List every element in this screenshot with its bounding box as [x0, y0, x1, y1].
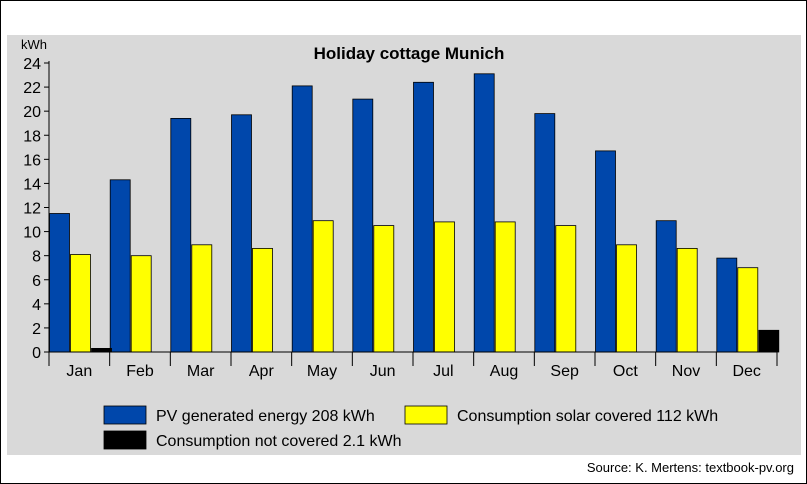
bar-chart: Holiday cottage Munich kWh 0246810121416… [7, 35, 801, 455]
y-tick-label: 6 [32, 273, 41, 290]
chart-title: Holiday cottage Munich [314, 44, 505, 63]
y-tick-label: 18 [23, 128, 41, 145]
bar-dec-series-2 [737, 267, 759, 353]
bar-feb-series-1 [109, 179, 131, 353]
y-tick-label: 22 [23, 80, 41, 97]
bar-jan-series-1 [49, 213, 70, 353]
y-tick-label: 8 [32, 249, 41, 266]
bar-mar-series-1 [170, 118, 192, 353]
y-tick-label: 10 [23, 225, 41, 242]
bars-group [49, 73, 780, 353]
legend-swatch-series-3 [103, 430, 147, 450]
legend-swatch-series-1 [103, 405, 147, 425]
y-tick-label: 4 [32, 297, 41, 314]
x-tick-label: May [307, 363, 337, 380]
bar-aug-series-2 [494, 221, 516, 353]
bar-mar-series-2 [191, 244, 213, 353]
bar-dec-series-3 [758, 329, 780, 353]
x-tick-label: Apr [249, 363, 275, 380]
y-tick-label: 16 [23, 152, 41, 169]
bar-may-series-1 [291, 85, 313, 353]
legend-label-series-3: Consumption not covered 2.1 kWh [156, 433, 401, 450]
chart-panel: Holiday cottage Munich kWh 0 2 4 6 8 10 12 14 16… [7, 35, 801, 455]
bar-jan-series-2 [70, 254, 91, 353]
y-tick-label: 12 [23, 201, 41, 218]
bar-oct-series-2 [616, 244, 637, 353]
x-tick-label: Nov [672, 363, 700, 380]
y-axis-unit-label: kWh [21, 37, 47, 52]
x-tick-label: Oct [613, 363, 638, 380]
bar-jun-series-1 [352, 98, 374, 353]
y-tick-label: 0 [32, 345, 41, 362]
bar-nov-series-2 [676, 247, 698, 353]
bar-jul-series-2 [434, 221, 455, 353]
bar-aug-series-1 [473, 73, 495, 353]
bar-apr-series-2 [252, 247, 273, 353]
source-note: Source: K. Mertens: textbook-pv.org [586, 460, 794, 475]
bar-oct-series-1 [595, 150, 616, 353]
bar-nov-series-1 [655, 220, 677, 353]
x-tick-label: Mar [187, 363, 215, 380]
legend: PV generated energy 208 kWh Consumption s… [103, 405, 718, 450]
x-tick-label: Aug [490, 363, 518, 380]
y-tick-label: 14 [23, 176, 41, 193]
x-tick-label: Jun [370, 363, 396, 380]
legend-label-series-1: PV generated energy 208 kWh [156, 408, 375, 425]
x-tick-label: Jan [66, 363, 92, 380]
bar-jun-series-2 [373, 225, 395, 353]
x-tick-label: Feb [126, 363, 154, 380]
bar-sep-series-1 [534, 113, 556, 353]
x-tick-label: Jul [433, 363, 453, 380]
bar-sep-series-2 [555, 225, 577, 353]
bar-jul-series-1 [413, 81, 434, 353]
y-tick-label: 20 [23, 104, 41, 121]
bar-apr-series-1 [231, 114, 252, 353]
legend-swatch-series-2 [404, 405, 448, 425]
bar-dec-series-1 [716, 257, 738, 353]
y-tick-label: 2 [32, 321, 41, 338]
x-tick-label: Dec [732, 363, 760, 380]
y-tick-label: 24 [23, 56, 41, 73]
bar-jan-series-3 [91, 347, 112, 353]
x-tick-label: Sep [550, 363, 579, 380]
legend-label-series-2: Consumption solar covered 112 kWh [457, 408, 718, 425]
bar-feb-series-2 [130, 255, 152, 353]
bar-may-series-2 [312, 220, 334, 353]
